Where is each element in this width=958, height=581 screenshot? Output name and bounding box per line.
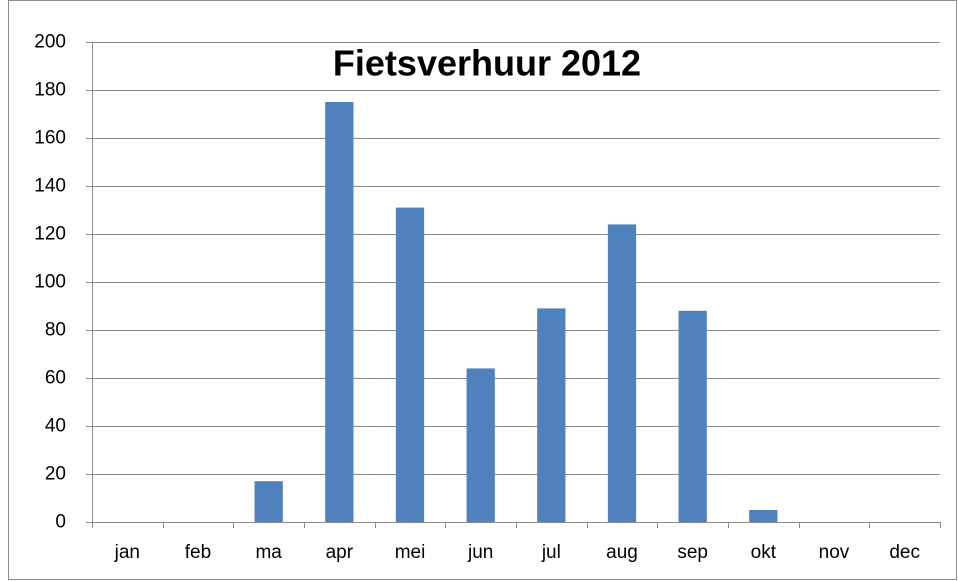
chart-title: Fietsverhuur 2012 — [333, 43, 641, 84]
x-tick-label: dec — [889, 542, 920, 563]
y-tick-label: 100 — [34, 272, 66, 293]
y-tick-label: 20 — [45, 464, 66, 485]
bar — [678, 310, 707, 522]
bar — [537, 308, 566, 522]
x-tick-label: jul — [541, 542, 561, 563]
x-tick-label: jun — [467, 542, 493, 563]
x-tick-label: aug — [606, 542, 638, 563]
y-tick-label: 200 — [34, 32, 66, 53]
y-tick-label: 160 — [34, 128, 66, 149]
y-tick-label: 120 — [34, 224, 66, 245]
x-tick-label: nov — [819, 542, 850, 563]
bar — [749, 510, 778, 522]
y-tick-label: 0 — [55, 512, 66, 533]
y-tick-label: 140 — [34, 176, 66, 197]
x-tick-label: feb — [185, 542, 211, 563]
y-tick-label: 60 — [45, 368, 66, 389]
bar — [466, 368, 495, 522]
bar — [254, 481, 283, 522]
x-tick-label: apr — [326, 542, 354, 563]
bar — [607, 224, 637, 522]
bar — [395, 207, 425, 522]
x-tick-label: jan — [114, 542, 140, 563]
y-tick-label: 180 — [34, 80, 66, 101]
y-tick-label: 80 — [45, 320, 66, 341]
bar — [325, 102, 354, 522]
x-tick-label: mei — [395, 542, 426, 563]
y-tick-label: 40 — [45, 416, 66, 437]
x-tick-label: okt — [751, 542, 777, 563]
x-tick-label: sep — [677, 542, 708, 563]
x-tick-label: ma — [255, 542, 282, 563]
